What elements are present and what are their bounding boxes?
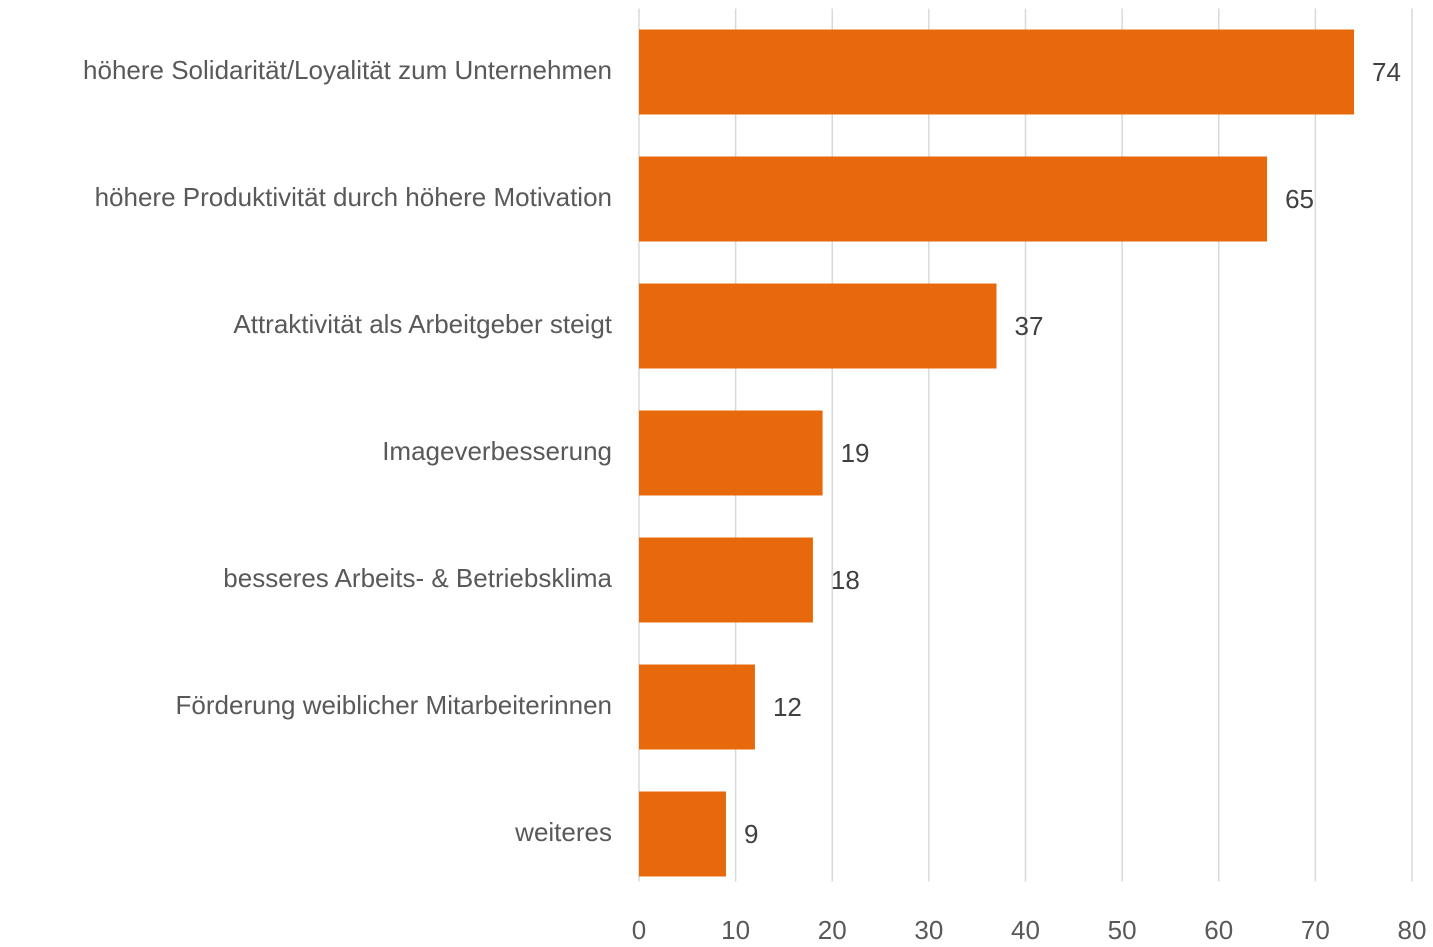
- value-label: 65: [1285, 184, 1314, 214]
- value-label: 9: [744, 819, 758, 849]
- y-tick-label: höhere Solidarität/Loyalität zum Unterne…: [83, 55, 612, 85]
- x-tick-label: 40: [1011, 915, 1040, 945]
- bar: [639, 410, 823, 496]
- bar: [639, 664, 755, 750]
- y-tick-label: Attraktivität als Arbeitgeber steigt: [233, 309, 612, 339]
- y-tick-label: besseres Arbeits- & Betriebsklima: [223, 563, 612, 593]
- bar: [639, 156, 1268, 242]
- y-tick-label: weiteres: [514, 817, 612, 847]
- value-label: 18: [831, 565, 860, 595]
- bar: [639, 537, 813, 623]
- bar: [639, 791, 726, 877]
- y-tick-label: Imageverbesserung: [382, 436, 612, 466]
- x-tick-label: 60: [1204, 915, 1233, 945]
- y-tick-label: höhere Produktivität durch höhere Motiva…: [95, 182, 612, 212]
- x-tick-label: 50: [1108, 915, 1137, 945]
- bar: [639, 29, 1355, 115]
- x-tick-label: 20: [818, 915, 847, 945]
- bar: [639, 283, 997, 369]
- x-tick-label: 0: [632, 915, 646, 945]
- value-label: 74: [1372, 57, 1401, 87]
- y-tick-label: Förderung weiblicher Mitarbeiterinnen: [176, 690, 612, 720]
- x-tick-label: 10: [721, 915, 750, 945]
- value-label: 37: [1015, 311, 1044, 341]
- x-tick-label: 30: [914, 915, 943, 945]
- x-tick-label: 80: [1398, 915, 1427, 945]
- value-label: 19: [841, 438, 870, 468]
- x-tick-label: 70: [1301, 915, 1330, 945]
- value-label: 12: [773, 692, 802, 722]
